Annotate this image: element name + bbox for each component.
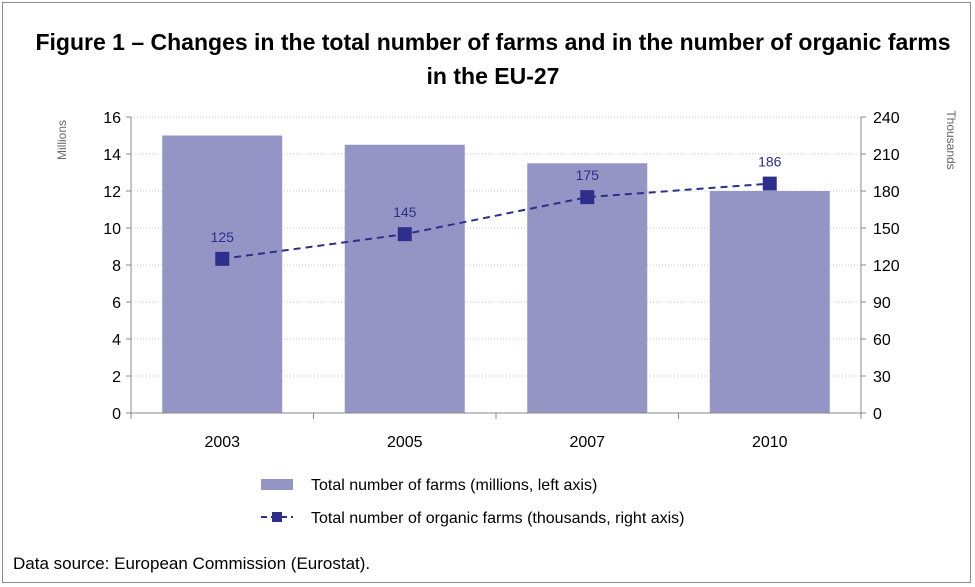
- right-tick-label: 120: [873, 258, 900, 275]
- left-tick-label: 8: [112, 258, 121, 275]
- legend-line-label: Total number of organic farms (thousands…: [311, 510, 685, 527]
- left-tick-label: 4: [112, 332, 121, 349]
- left-tick-label: 10: [103, 221, 121, 238]
- x-tick-label-2005: 2005: [387, 434, 423, 451]
- right-tick-label: 0: [873, 406, 882, 423]
- marker-organic-farms-2005: [397, 227, 412, 242]
- x-tick-label-2010: 2010: [752, 434, 788, 451]
- x-tick-label-2003: 2003: [204, 434, 240, 451]
- figure-title: Figure 1 – Changes in the total number o…: [35, 29, 951, 89]
- legend-bar-swatch: [261, 479, 293, 490]
- chart: 125 145 175 186 0 2 4 6 8 10 12 14 16 0 30 60 90 120 150 1…: [55, 110, 958, 527]
- legend-bar-label: Total number of farms (millions, left ax…: [311, 477, 597, 494]
- organic-farms-line: 125 145 175 186: [211, 154, 782, 266]
- marker-organic-farms-2003: [215, 251, 230, 266]
- right-tick-label: 180: [873, 184, 900, 201]
- left-tick-label: 2: [112, 369, 121, 386]
- x-tick-label-2007: 2007: [569, 434, 605, 451]
- data-label-organic-farms-2005: 145: [393, 204, 417, 220]
- left-tick-label: 6: [112, 295, 121, 312]
- left-axis-label: Millions: [55, 120, 69, 160]
- right-tick-label: 60: [873, 332, 891, 349]
- legend-line-marker: [272, 512, 282, 522]
- right-tick-label: 150: [873, 221, 900, 238]
- right-tick-label: 240: [873, 110, 900, 127]
- right-tick-label: 90: [873, 295, 891, 312]
- marker-organic-farms-2007: [580, 190, 595, 205]
- bar-total-farms-2003: [162, 135, 283, 413]
- left-tick-label: 12: [103, 184, 121, 201]
- bars: [162, 135, 830, 413]
- data-label-organic-farms-2010: 186: [758, 154, 782, 170]
- right-tick-label: 210: [873, 147, 900, 164]
- right-axis-label: Thousands: [944, 110, 958, 169]
- left-tick-label: 14: [103, 147, 121, 164]
- axes: [126, 116, 866, 419]
- organic-farms-series-line: [222, 182, 770, 260]
- right-tick-label: 30: [873, 369, 891, 386]
- bar-total-farms-2005: [344, 144, 465, 413]
- marker-organic-farms-2010: [762, 176, 777, 191]
- left-tick-label: 16: [103, 110, 121, 127]
- data-label-organic-farms-2003: 125: [211, 229, 235, 245]
- data-label-organic-farms-2007: 175: [576, 167, 600, 183]
- bar-total-farms-2010: [709, 191, 830, 413]
- data-source-note: Data source: European Commission (Eurost…: [13, 554, 371, 573]
- legend: Total number of farms (millions, left ax…: [261, 477, 685, 527]
- tick-labels: 0 2 4 6 8 10 12 14 16 0 30 60 90 120 150 180 210 240 2003 2…: [103, 110, 900, 451]
- left-tick-label: 0: [112, 406, 121, 423]
